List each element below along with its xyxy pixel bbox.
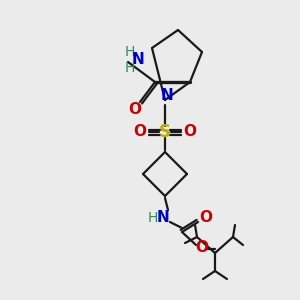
Text: O: O bbox=[184, 124, 196, 140]
Text: O: O bbox=[134, 124, 146, 140]
Text: O: O bbox=[196, 241, 208, 256]
Text: H: H bbox=[148, 211, 158, 225]
Text: N: N bbox=[132, 52, 144, 68]
Text: O: O bbox=[128, 103, 142, 118]
Text: N: N bbox=[160, 88, 173, 104]
Text: H: H bbox=[125, 61, 135, 75]
Text: S: S bbox=[159, 123, 171, 141]
Text: O: O bbox=[200, 209, 212, 224]
Text: N: N bbox=[157, 211, 169, 226]
Text: H: H bbox=[125, 45, 135, 59]
